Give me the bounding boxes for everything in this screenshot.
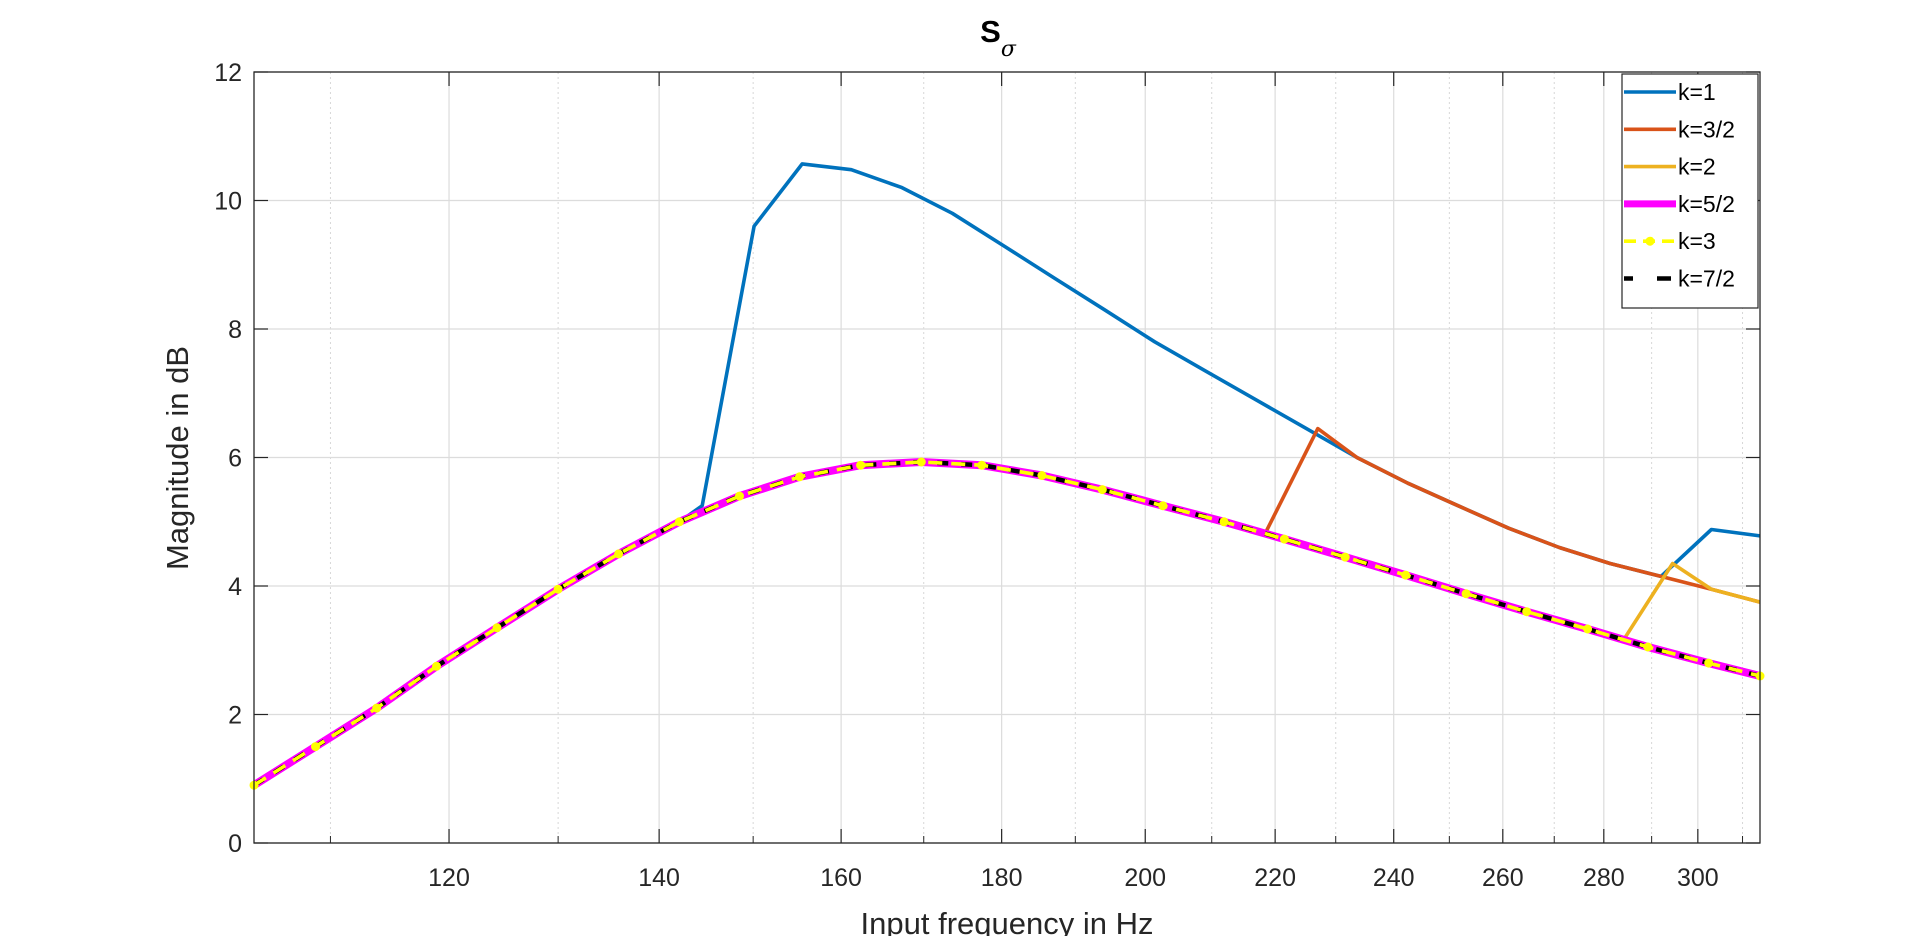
x-tick-label: 240 — [1373, 864, 1415, 892]
series-k3-marker — [1158, 501, 1168, 511]
series-k3-marker — [372, 703, 382, 713]
series-k3-marker — [1219, 517, 1229, 527]
x-tick-label: 300 — [1677, 864, 1719, 892]
x-tick-label: 280 — [1583, 864, 1625, 892]
series-k3-marker — [614, 549, 624, 559]
x-tick-label: 160 — [820, 864, 862, 892]
y-tick-label: 8 — [228, 316, 242, 344]
legend: k=1 k=3/2 k=2 k=5/2 k=3 k=7/2 — [1621, 73, 1759, 309]
chart-title-main: S — [980, 14, 1001, 49]
y-tick-label: 2 — [228, 702, 242, 730]
series-k3-marker — [553, 584, 563, 594]
legend-entries: k=1 k=3/2 k=2 k=5/2 k=3 k=7/2 — [1624, 79, 1735, 292]
legend-label: k=2 — [1678, 154, 1716, 180]
y-tick-labels: 0 2 4 6 8 10 12 — [214, 59, 242, 858]
y-tick-label: 10 — [214, 188, 242, 216]
series-k3-marker — [1522, 607, 1532, 617]
series-k3-marker — [311, 742, 320, 752]
series-k3-marker — [1279, 534, 1289, 544]
series-k3-marker — [1461, 589, 1471, 599]
y-tick-label: 4 — [228, 573, 242, 601]
legend-marker — [1645, 236, 1655, 246]
series-k3-marker — [432, 661, 441, 671]
chart-title-subscript: σ — [1001, 37, 1017, 62]
series-layer — [249, 162, 1765, 790]
x-tick-label: 200 — [1124, 864, 1166, 892]
series-k3-marker — [1704, 658, 1714, 668]
series-k3-marker — [674, 517, 684, 527]
y-tick-label: 6 — [228, 445, 242, 473]
x-tick-label: 260 — [1482, 864, 1524, 892]
x-tick-labels: 120 140 160 180 200 220 240 260 280 300 — [428, 864, 1719, 892]
legend-label: k=3/2 — [1678, 116, 1735, 142]
series-k3-marker — [1583, 624, 1593, 634]
x-axis-label: Input frequency in Hz — [861, 906, 1154, 936]
series-k3-marker — [856, 460, 866, 470]
series-k3-marker — [916, 457, 926, 467]
series-k3-marker — [1401, 570, 1411, 580]
y-axis-label: Magnitude in dB — [160, 346, 195, 570]
y-tick-label: 0 — [228, 830, 242, 858]
x-tick-label: 220 — [1254, 864, 1296, 892]
series-k3-marker — [1097, 485, 1107, 495]
x-tick-label: 140 — [638, 864, 680, 892]
x-tick-label: 120 — [428, 864, 470, 892]
series-k3-marker — [492, 623, 502, 633]
series-k3-marker — [1037, 471, 1047, 480]
series-k3-marker — [1340, 552, 1350, 562]
legend-label: k=1 — [1678, 79, 1716, 105]
legend-label: k=7/2 — [1678, 266, 1735, 292]
y-tick-label: 12 — [214, 59, 242, 87]
series-k-3-line — [253, 460, 1761, 787]
series-k-7-2-line — [252, 459, 1761, 788]
series-k3-marker — [735, 491, 744, 501]
series-k3-marker — [795, 472, 805, 482]
x-tick-label: 180 — [981, 864, 1023, 892]
legend-label: k=3 — [1678, 228, 1716, 254]
series-k3-marker — [977, 460, 987, 470]
legend-label: k=5/2 — [1678, 191, 1735, 217]
series-k3-marker — [1643, 642, 1653, 652]
chart-title: Sσ — [980, 14, 1017, 62]
legend-box — [1621, 73, 1759, 309]
